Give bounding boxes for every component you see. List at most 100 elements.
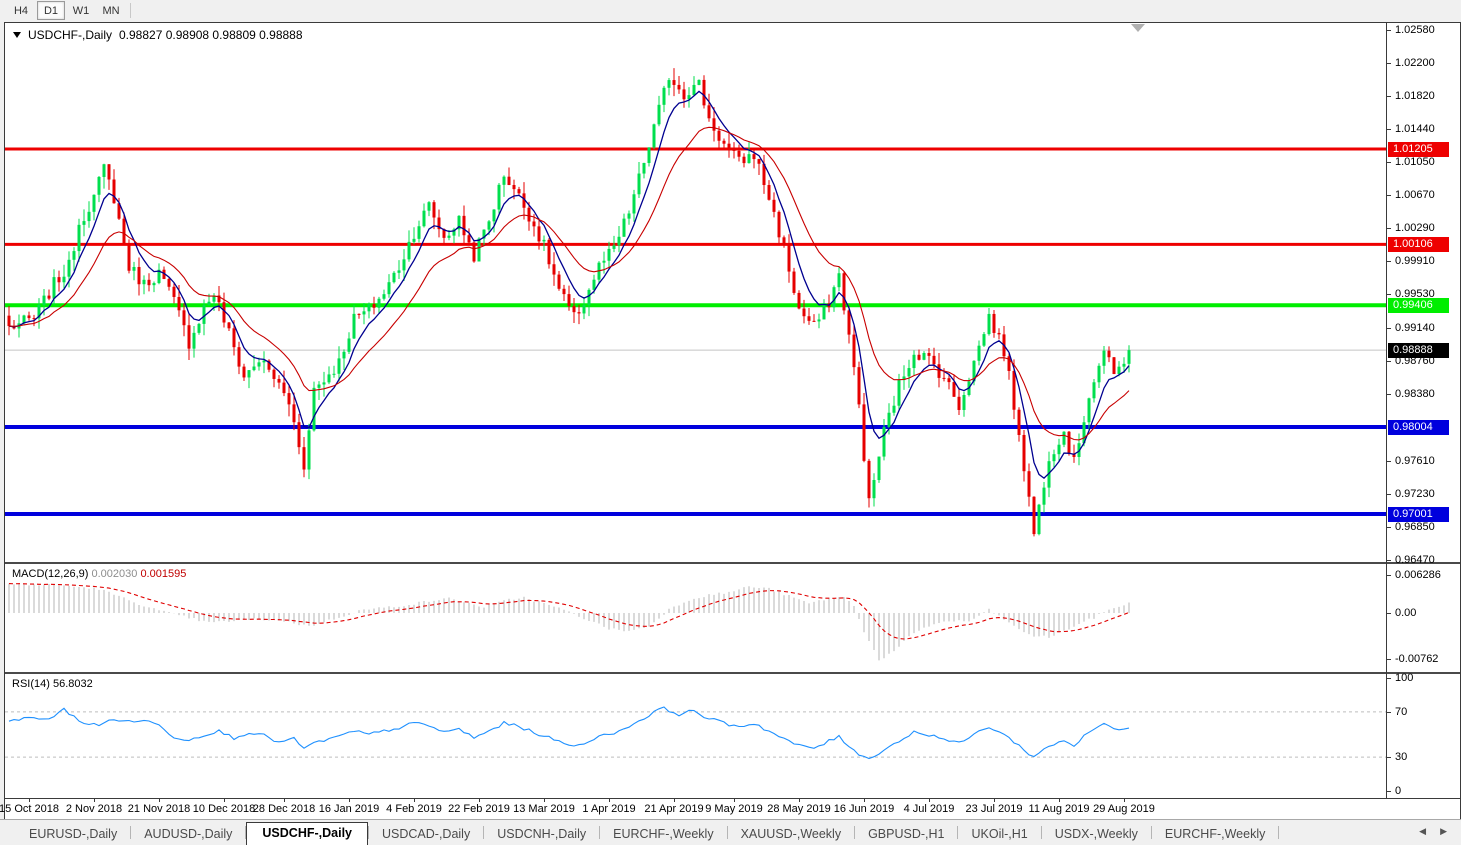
candle-body — [1102, 350, 1106, 366]
candle-body — [242, 366, 246, 378]
candle-body — [927, 353, 931, 356]
rsi-axis-tick-mark — [1386, 791, 1391, 792]
date-axis-label: 1 Apr 2019 — [582, 803, 636, 815]
candle-body — [102, 164, 106, 177]
chart-tab-usdcnh-daily[interactable]: USDCNH-,Daily — [497, 827, 587, 841]
tab-scroll-right-icon[interactable]: ▶ — [1440, 826, 1447, 836]
price-axis-tick: 0.96470 — [1395, 554, 1435, 567]
candle-body — [732, 148, 736, 151]
date-axis-label: 22 Feb 2019 — [448, 803, 510, 815]
candle-body — [187, 325, 191, 349]
timeframe-button-d1[interactable]: D1 — [37, 1, 65, 20]
tab-scroll-left-icon[interactable]: ◀ — [1419, 826, 1427, 836]
candle-body — [482, 229, 486, 239]
candle-body — [1057, 444, 1061, 455]
chart-tab-xauusd-weekly[interactable]: XAUUSD-,Weekly — [740, 827, 842, 841]
candle-body — [327, 374, 331, 383]
candle-body — [432, 202, 436, 218]
candle-body — [992, 313, 996, 333]
chart-ohlc-values: 0.98827 0.98908 0.98809 0.98888 — [119, 28, 303, 42]
candle-body — [92, 194, 96, 212]
date-axis-label: 10 Dec 2018 — [192, 803, 256, 815]
candle-body — [212, 295, 216, 302]
candle-body — [877, 456, 881, 481]
price-axis-tick: 0.99910 — [1395, 255, 1435, 268]
rsi-pane-chart[interactable] — [5, 675, 1386, 797]
chart-tab-gbpusd-h1[interactable]: GBPUSD-,H1 — [868, 827, 945, 841]
candle-body — [872, 480, 876, 499]
macd-axis-tick: -0.00762 — [1395, 653, 1439, 666]
date-axis-label: 28 May 2019 — [767, 803, 831, 815]
timeframe-button-mn[interactable]: MN — [102, 4, 120, 17]
candle-body — [462, 215, 466, 236]
candle-body — [67, 259, 71, 277]
candle-body — [147, 279, 151, 286]
price-axis-tick: 1.02200 — [1395, 56, 1435, 69]
timeframe-button-w1[interactable]: W1 — [72, 4, 90, 17]
candle-body — [1107, 350, 1111, 358]
candle-body — [422, 210, 426, 227]
candle-body — [572, 306, 576, 313]
candle-body — [537, 226, 541, 242]
chart-tab-ukoil-h1[interactable]: UKOil-,H1 — [971, 827, 1028, 841]
price-pane-chart[interactable] — [5, 23, 1386, 562]
candle-body — [792, 271, 796, 293]
price-axis-tick: 1.01050 — [1395, 156, 1435, 169]
pane-separator[interactable] — [5, 562, 1460, 564]
chart-tab-eurchf-weekly[interactable]: EURCHF-,Weekly — [1164, 827, 1266, 841]
candle-body — [1012, 370, 1016, 410]
chart-tab-eurusd-daily[interactable]: EURUSD-,Daily — [29, 827, 118, 841]
rsi-axis-tick-mark — [1386, 711, 1391, 713]
chart-tab-audusd-daily[interactable]: AUDUSD-,Daily — [144, 827, 233, 841]
candle-body — [667, 80, 671, 88]
candle-body — [407, 241, 411, 260]
price-axis-tick-mark — [1386, 494, 1391, 496]
candle-body — [1032, 496, 1036, 535]
candle-body — [287, 393, 291, 405]
macd-axis-tick: 0.00 — [1395, 607, 1417, 619]
chart-tab-usdchf-daily[interactable]: USDCHF-,Daily — [246, 822, 368, 845]
date-axis-tick-mark — [609, 799, 610, 802]
candle-body — [677, 84, 681, 90]
candle-body — [512, 184, 516, 190]
candle-body — [182, 310, 186, 326]
candle-body — [577, 312, 581, 314]
macd-signal-line — [8, 583, 1130, 640]
candle-body — [377, 298, 381, 308]
price-axis-tick: 0.98380 — [1395, 388, 1435, 401]
candle-body — [542, 239, 546, 242]
candle-body — [947, 378, 951, 383]
candle-body — [962, 394, 966, 410]
candle-body — [7, 315, 11, 327]
pane-separator[interactable] — [5, 672, 1460, 674]
tab-separator — [599, 826, 601, 839]
candle-body — [562, 288, 566, 295]
price-axis-tick: 0.97610 — [1395, 455, 1435, 468]
chart-tab-usdcad-daily[interactable]: USDCAD-,Daily — [382, 827, 471, 841]
candle-body — [282, 382, 286, 394]
price-axis-tick: 1.02580 — [1395, 23, 1435, 36]
timeframe-button-h4[interactable]: H4 — [13, 4, 29, 17]
candle-body — [752, 154, 756, 160]
candle-body — [207, 301, 211, 306]
candle-body — [127, 243, 131, 271]
chart-shift-marker-icon[interactable] — [1131, 24, 1145, 32]
level-price-badge: 0.99406 — [1388, 298, 1449, 314]
date-axis-label: 21 Nov 2018 — [127, 803, 191, 815]
candle-body — [842, 273, 846, 311]
chart-dropdown-arrow[interactable] — [13, 32, 21, 38]
candle-body — [502, 176, 506, 185]
candle-body — [772, 199, 776, 212]
date-axis-tick-mark — [994, 799, 995, 802]
candle-body — [932, 355, 936, 365]
candle-body — [517, 189, 521, 194]
price-axis-tick-mark — [1386, 162, 1391, 164]
macd-pane-chart[interactable] — [5, 565, 1386, 672]
toolbar-separator — [130, 3, 131, 18]
chart-tab-eurchf-weekly[interactable]: EURCHF-,Weekly — [613, 827, 714, 841]
candle-body — [547, 239, 551, 265]
rsi-value: 56.8032 — [52, 678, 93, 690]
chart-tab-usdx-weekly[interactable]: USDX-,Weekly — [1054, 827, 1138, 841]
candle-body — [237, 347, 241, 367]
candle-body — [522, 193, 526, 208]
